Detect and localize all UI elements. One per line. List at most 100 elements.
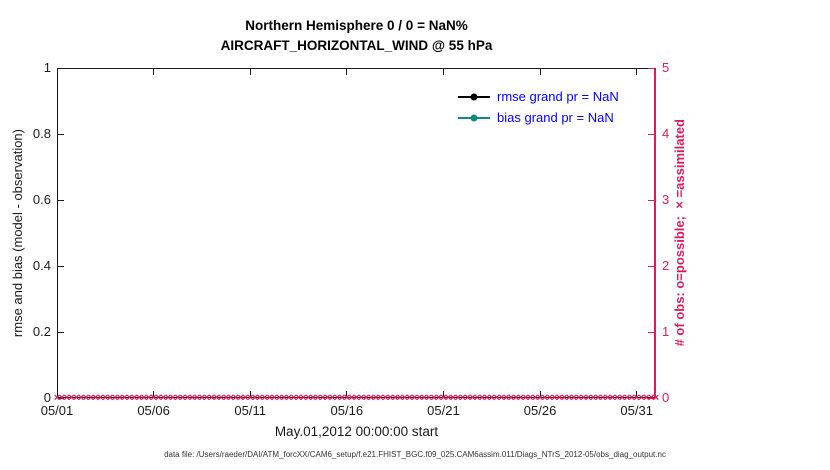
y-left-tick — [58, 397, 64, 399]
x-tick-label: 05/16 — [330, 403, 364, 418]
assimilated-marker: × — [290, 392, 297, 404]
assimilated-marker: × — [425, 392, 433, 404]
assimilated-marker: × — [391, 392, 399, 404]
assimilated-marker: × — [126, 392, 133, 404]
assimilated-marker: × — [647, 392, 655, 404]
assimilated-marker: × — [271, 392, 278, 404]
legend-label: bias grand pr = NaN — [497, 110, 614, 125]
x-tick-label: 05/01 — [40, 403, 74, 418]
assimilated-marker: × — [184, 392, 191, 404]
legend-line-sample — [458, 93, 490, 100]
assimilated-marker: × — [275, 392, 283, 404]
assimilated-marker: × — [203, 392, 210, 404]
assimilated-marker: × — [527, 392, 534, 404]
assimilated-marker: × — [580, 392, 587, 404]
assimilated-marker: × — [174, 392, 181, 404]
y-right-tick-label: 2 — [662, 258, 670, 273]
assimilated-marker: × — [560, 392, 568, 404]
y-right-tick — [648, 199, 654, 201]
assimilated-marker: × — [517, 392, 524, 404]
assimilated-marker: × — [300, 392, 307, 404]
assimilated-marker: × — [213, 392, 220, 404]
assimilated-marker: × — [445, 392, 452, 404]
x-tick — [153, 391, 155, 397]
legend-entry: rmse grand pr = NaN — [458, 86, 619, 107]
chart-subtitle: AIRCRAFT_HORIZONTAL_WIND @ 55 hPa — [220, 38, 493, 53]
assimilated-marker: × — [459, 392, 466, 404]
assimilated-marker: × — [623, 392, 631, 404]
y-right-tick — [648, 67, 654, 69]
assimilated-marker: × — [589, 392, 597, 404]
assimilated-marker: × — [532, 392, 539, 404]
plot-area — [57, 68, 656, 398]
assimilated-marker: × — [575, 392, 582, 404]
assimilated-marker: × — [343, 392, 351, 404]
chart-title: Northern Hemisphere 0 / 0 = NaN% — [245, 18, 468, 33]
x-tick-top — [346, 69, 348, 75]
assimilated-marker: × — [541, 392, 549, 404]
legend: rmse grand pr = NaN bias grand pr = NaN — [458, 86, 619, 128]
assimilated-marker: × — [551, 392, 558, 404]
assimilated-marker: × — [242, 392, 249, 404]
assimilated-marker: × — [503, 392, 510, 404]
assimilated-marker: × — [218, 392, 225, 404]
assimilated-marker: × — [309, 392, 317, 404]
assimilated-marker: × — [106, 392, 114, 404]
assimilated-marker: × — [546, 392, 553, 404]
assimilated-marker: × — [416, 392, 423, 404]
x-tick-top — [56, 69, 58, 75]
assimilated-marker: × — [522, 392, 529, 404]
legend-label: rmse grand pr = NaN — [497, 89, 619, 104]
assimilated-marker: × — [256, 392, 264, 404]
legend-entry: bias grand pr = NaN — [458, 107, 619, 128]
assimilated-marker: × — [53, 392, 61, 404]
assimilated-marker: × — [406, 392, 413, 404]
assimilated-marker: × — [377, 392, 384, 404]
assimilated-marker: × — [77, 392, 85, 404]
assimilated-marker: × — [449, 392, 457, 404]
assimilated-marker: × — [609, 392, 616, 404]
x-tick-top — [442, 69, 444, 75]
assimilated-marker: × — [155, 392, 162, 404]
assimilated-marker: × — [488, 392, 495, 404]
assimilated-marker: × — [440, 392, 447, 404]
assimilated-marker: × — [237, 392, 244, 404]
x-tick-top — [539, 69, 541, 75]
assimilated-marker: × — [198, 392, 206, 404]
assimilated-marker: × — [150, 392, 157, 404]
legend-marker-dot — [470, 93, 478, 100]
title-block: Northern Hemisphere 0 / 0 = NaN% AIRCRAF… — [57, 16, 656, 56]
assimilated-marker: × — [121, 392, 128, 404]
assimilated-marker: × — [338, 392, 346, 404]
assimilated-marker: × — [387, 392, 394, 404]
assimilated-marker: × — [435, 392, 442, 404]
assimilated-marker: × — [68, 392, 75, 404]
assimilated-marker: × — [295, 392, 302, 404]
assimilated-marker: × — [222, 392, 230, 404]
assimilated-marker: × — [304, 392, 312, 404]
assimilated-marker: × — [193, 392, 201, 404]
assimilated-marker: × — [464, 392, 471, 404]
assimilated-marker: × — [454, 392, 462, 404]
assimilated-marker: × — [618, 392, 626, 404]
assimilated-marker: × — [58, 392, 66, 404]
y-axis-label-left: rmse and bias (model - observation) — [10, 68, 25, 398]
assimilated-marker: × — [474, 392, 481, 404]
assimilated-marker: × — [73, 392, 80, 404]
assimilated-marker: × — [102, 392, 109, 404]
assimilated-marker: × — [285, 392, 293, 404]
assimilated-marker: × — [116, 392, 124, 404]
assimilated-marker: × — [97, 392, 104, 404]
y-left-tick-label: 0.8 — [32, 126, 51, 141]
assimilated-marker: × — [493, 392, 500, 404]
assimilated-marker: × — [585, 392, 592, 404]
assimilated-marker: × — [314, 392, 322, 404]
assimilated-marker: × — [628, 392, 636, 404]
y-left-tick-label: 0.4 — [32, 258, 51, 273]
x-tick-top — [249, 69, 251, 75]
assimilated-marker: × — [478, 392, 486, 404]
assimilated-marker: × — [556, 392, 563, 404]
assimilated-marker: × — [164, 392, 172, 404]
x-axis-label: May.01,2012 00:00:00 start — [274, 424, 439, 439]
